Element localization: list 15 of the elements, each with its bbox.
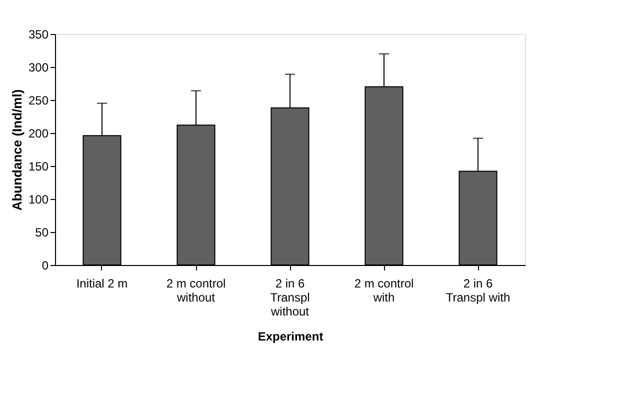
y-axis-title: Abundance (Ind/ml) — [9, 89, 24, 211]
x-axis-title: Experiment — [258, 330, 324, 344]
y-tick-label: 300 — [28, 60, 49, 74]
x-tick-label: Initial 2 m — [76, 276, 128, 290]
y-tick-label: 100 — [28, 192, 49, 206]
x-tick-label: 2 m control without — [166, 276, 226, 304]
x-tick-label: 2 m control with — [354, 276, 414, 304]
y-tick-label: 200 — [28, 126, 49, 140]
y-tick-label: 0 — [42, 258, 49, 272]
y-tick-label: 150 — [28, 160, 49, 174]
x-tick-label: 2 in 6 Transpl with — [446, 276, 510, 304]
x-tick-label: 2 in 6 Transpl without — [270, 276, 310, 318]
y-tick-label: 350 — [28, 28, 49, 42]
y-tick-label: 250 — [28, 94, 49, 108]
y-tick-label: 50 — [35, 226, 49, 240]
